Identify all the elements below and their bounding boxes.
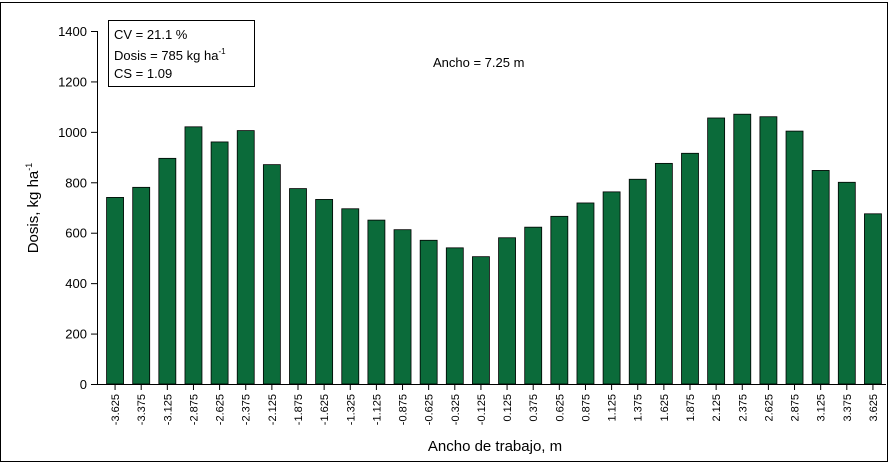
y-tick-label: 400 xyxy=(65,276,87,291)
x-tick-label: 2.125 xyxy=(711,394,723,422)
y-axis-label-sup: -1 xyxy=(24,163,34,171)
x-tick-label: -1.875 xyxy=(293,394,305,425)
bar xyxy=(811,170,830,385)
annotation-cv: CV = 21.1 % xyxy=(114,27,188,42)
x-tick-label: -3.125 xyxy=(162,394,174,425)
annotation-dosis-text: Dosis = 785 kg ha xyxy=(114,48,219,63)
bar xyxy=(315,199,334,385)
bar xyxy=(576,202,595,385)
x-tick-label: 3.125 xyxy=(816,394,828,422)
bar xyxy=(158,157,177,385)
y-axis-label-text: Dosis, kg ha xyxy=(25,170,42,253)
x-tick-label: -2.625 xyxy=(215,394,227,425)
x-tick-label: -1.325 xyxy=(345,394,357,425)
annotation-box xyxy=(108,20,255,87)
bar xyxy=(785,130,804,385)
x-tick-label: -0.875 xyxy=(398,394,410,425)
x-tick-label: -3.625 xyxy=(110,394,122,425)
x-tick-label: -2.375 xyxy=(241,394,253,425)
bar xyxy=(445,247,464,385)
x-tick-label: 1.625 xyxy=(659,394,671,422)
bar xyxy=(628,178,647,385)
y-tick-label: 1200 xyxy=(58,74,87,89)
x-axis-label: Ancho de trabajo, m xyxy=(428,438,562,455)
bar xyxy=(184,126,203,385)
x-tick-label: 2.625 xyxy=(763,394,775,422)
bar xyxy=(367,219,386,385)
bar xyxy=(498,237,516,385)
x-tick-label: 0.875 xyxy=(580,394,592,422)
bar xyxy=(289,188,307,385)
bar xyxy=(707,117,726,385)
y-tick-label: 1400 xyxy=(58,24,87,39)
bar xyxy=(864,213,882,385)
x-tick-label: -1.125 xyxy=(371,394,383,425)
bar xyxy=(602,191,621,385)
bar xyxy=(550,215,569,385)
bar xyxy=(681,152,699,385)
x-tick-label: 1.375 xyxy=(633,394,645,422)
x-tick-label: -3.375 xyxy=(136,394,148,425)
y-tick-label: 800 xyxy=(65,175,87,190)
x-tick-label: -0.125 xyxy=(476,394,488,425)
bar xyxy=(654,162,673,385)
annotation-dosis-sup: -1 xyxy=(218,47,226,56)
bar xyxy=(262,164,281,385)
bar xyxy=(393,229,412,385)
x-tick-label: -0.325 xyxy=(450,394,462,425)
bar xyxy=(106,197,124,385)
x-tick-label: 0.125 xyxy=(502,394,514,422)
x-tick-label: 1.875 xyxy=(685,394,697,422)
y-tick-label: 0 xyxy=(80,377,87,392)
x-tick-label: -1.625 xyxy=(319,394,331,425)
x-tick-label: 0.375 xyxy=(528,394,540,422)
y-tick-label: 200 xyxy=(65,327,87,342)
y-tick-label: 600 xyxy=(65,226,87,241)
bar xyxy=(759,116,778,385)
bar xyxy=(837,181,856,385)
bar xyxy=(472,256,490,385)
x-tick-label: 1.125 xyxy=(607,394,619,422)
bar xyxy=(524,226,543,385)
y-tick-label: 1000 xyxy=(58,125,87,140)
annotation-cs: CS = 1.09 xyxy=(114,66,172,81)
bar xyxy=(210,141,229,385)
bar xyxy=(341,208,360,385)
bar xyxy=(733,113,752,385)
x-tick-label: 3.625 xyxy=(868,394,880,422)
x-tick-label: 3.375 xyxy=(842,394,854,422)
x-tick-label: 0.625 xyxy=(554,394,566,422)
annotation-dosis: Dosis = 785 kg ha-1 xyxy=(114,47,226,63)
bar xyxy=(419,239,438,385)
x-tick-label: 2.375 xyxy=(737,394,749,422)
x-tick-label: -0.625 xyxy=(424,394,436,425)
bar xyxy=(132,186,151,385)
x-tick-label: 2.875 xyxy=(790,394,802,422)
x-tick-label: -2.875 xyxy=(188,394,200,425)
x-tick-label: -2.125 xyxy=(267,394,279,425)
annotation-ancho: Ancho = 7.25 m xyxy=(433,55,524,70)
y-axis-label: Dosis, kg ha-1 xyxy=(24,163,42,254)
bar xyxy=(236,130,255,385)
